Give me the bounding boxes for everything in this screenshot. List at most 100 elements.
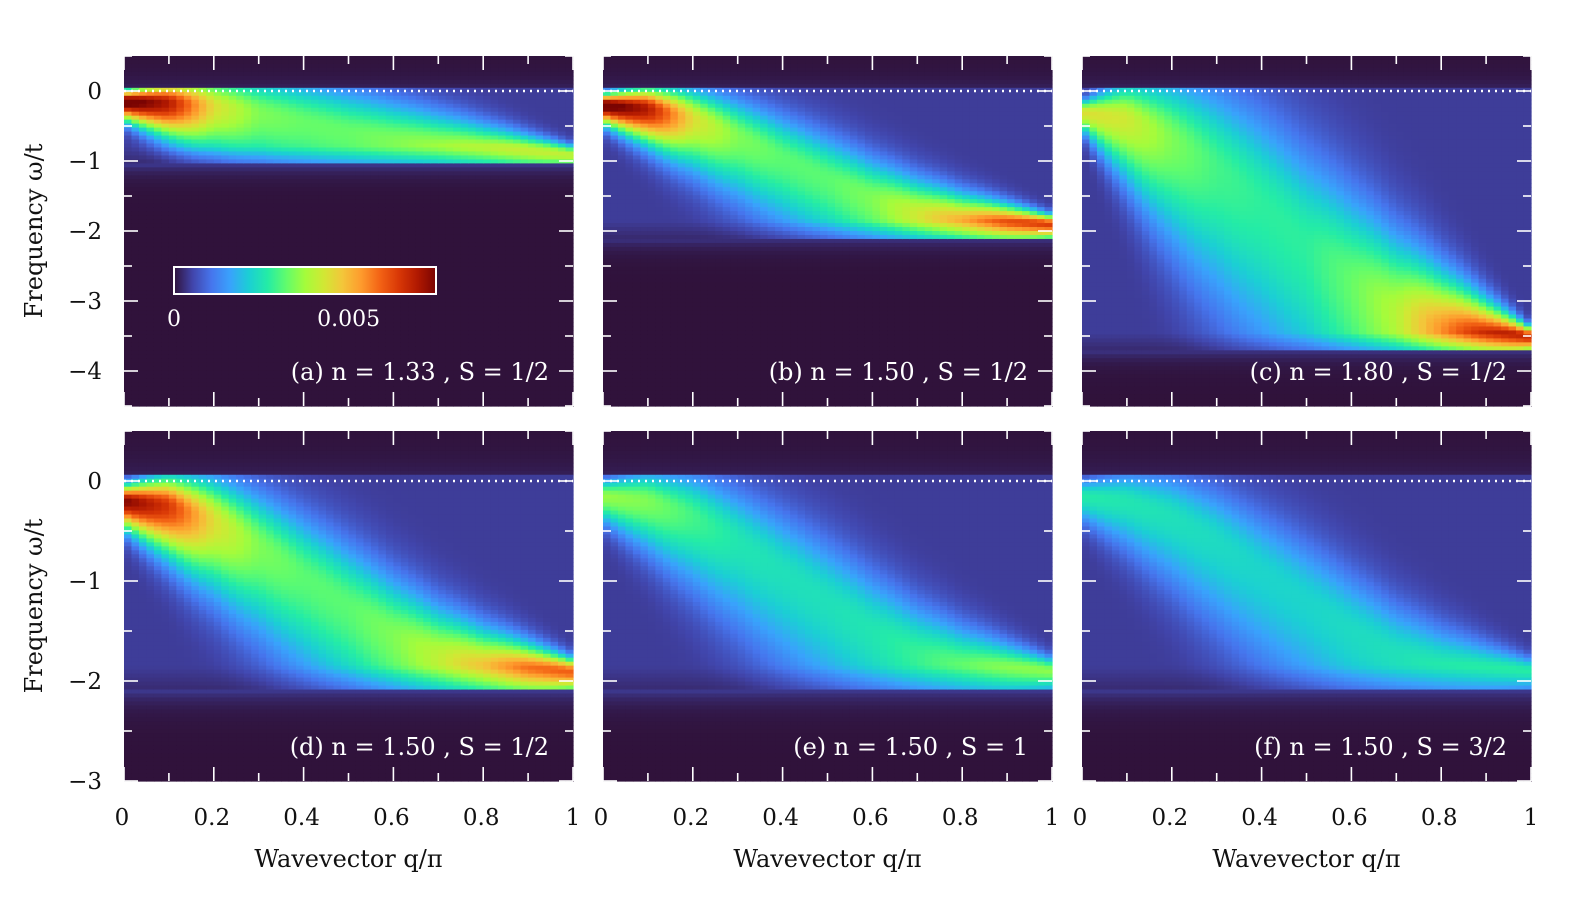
heatmap-cell (139, 116, 147, 121)
heatmap-cell (274, 390, 282, 395)
heatmap-cell (356, 342, 364, 347)
heatmap-cell (408, 147, 416, 152)
heatmap-cell (461, 80, 469, 85)
heatmap-cell (326, 255, 334, 260)
heatmap-cell (214, 187, 222, 192)
heatmap-cell (543, 128, 551, 133)
heatmap-cell (161, 136, 169, 141)
heatmap-cell (244, 251, 252, 256)
heatmap-cell (401, 84, 409, 89)
heatmap-cell (244, 195, 252, 200)
heatmap-cell (506, 239, 514, 244)
heatmap-cell (521, 84, 529, 89)
heatmap-cell (468, 307, 476, 312)
heatmap-cell (259, 68, 267, 73)
heatmap-cell (334, 195, 342, 200)
heatmap-cell (304, 183, 312, 188)
heatmap-cell (184, 319, 192, 324)
heatmap-cell (191, 203, 199, 208)
heatmap-cell (206, 319, 214, 324)
heatmap-cell (536, 279, 544, 284)
heatmap-cell (289, 195, 297, 200)
heatmap-cell (311, 342, 319, 347)
heatmap-cell (161, 283, 169, 288)
heatmap-cell (154, 140, 162, 145)
heatmap-cell (498, 251, 506, 256)
heatmap-cell (229, 247, 237, 252)
heatmap-cell (349, 235, 357, 240)
heatmap-cell (296, 195, 304, 200)
heatmap-cell (543, 92, 551, 97)
heatmap-cell (491, 307, 499, 312)
heatmap-cell (289, 394, 297, 399)
heatmap-cell (491, 330, 499, 335)
heatmap-cell (319, 235, 327, 240)
heatmap-cell (199, 227, 207, 232)
heatmap-cell (416, 120, 424, 125)
heatmap-cell (281, 68, 289, 73)
heatmap-cell (311, 72, 319, 77)
heatmap-cell (423, 311, 431, 316)
heatmap-cell (124, 211, 132, 216)
heatmap-cell (206, 175, 214, 180)
heatmap-cell (161, 259, 169, 264)
heatmap-cell (274, 295, 282, 300)
heatmap-cell (266, 322, 274, 327)
heatmap-cell (491, 159, 499, 164)
heatmap-cell (423, 183, 431, 188)
heatmap-cell (199, 56, 207, 61)
heatmap-cell (468, 187, 476, 192)
heatmap-cell (161, 211, 169, 216)
heatmap-cell (536, 311, 544, 316)
heatmap-cell (191, 370, 199, 375)
heatmap-cell (461, 263, 469, 268)
heatmap-cell (461, 116, 469, 121)
heatmap-cell (326, 96, 334, 101)
heatmap-cell (483, 203, 491, 208)
heatmap-cell (506, 223, 514, 228)
heatmap-cell (528, 167, 536, 172)
heatmap-cell (146, 231, 154, 236)
heatmap-cell (176, 199, 184, 204)
heatmap-cell (476, 319, 484, 324)
heatmap-cell (408, 386, 416, 391)
heatmap-cell (124, 112, 132, 117)
heatmap-cell (304, 315, 312, 320)
heatmap-cell (543, 235, 551, 240)
heatmap-cell (446, 263, 454, 268)
heatmap-cell (363, 223, 371, 228)
heatmap-cell (393, 231, 401, 236)
heatmap-cell (266, 104, 274, 109)
heatmap-cell (199, 64, 207, 69)
heatmap-cell (199, 251, 207, 256)
heatmap-cell (393, 108, 401, 113)
heatmap-cell (124, 140, 132, 145)
heatmap-cell (446, 330, 454, 335)
heatmap-cell (281, 315, 289, 320)
heatmap-cell (423, 251, 431, 256)
heatmap-cell (431, 112, 439, 117)
heatmap-cell (446, 132, 454, 137)
heatmap-cell (281, 378, 289, 383)
heatmap-cell (461, 199, 469, 204)
heatmap-cell (251, 140, 259, 145)
heatmap-cell (169, 56, 177, 61)
heatmap-cell (124, 311, 132, 316)
heatmap-cell (124, 207, 132, 212)
heatmap-cell (453, 183, 461, 188)
heatmap-cell (311, 163, 319, 168)
heatmap-cell (184, 124, 192, 129)
heatmap-cell (483, 144, 491, 149)
heatmap-cell (319, 92, 327, 97)
heatmap-cell (453, 116, 461, 121)
heatmap-cell (536, 322, 544, 327)
heatmap-cell (266, 171, 274, 176)
heatmap-cell (169, 76, 177, 81)
heatmap-cell (423, 394, 431, 399)
heatmap-cell (438, 136, 446, 141)
heatmap-cell (139, 247, 147, 252)
heatmap-cell (289, 235, 297, 240)
heatmap-cell (199, 163, 207, 168)
heatmap-cell (371, 108, 379, 113)
heatmap-cell (229, 183, 237, 188)
